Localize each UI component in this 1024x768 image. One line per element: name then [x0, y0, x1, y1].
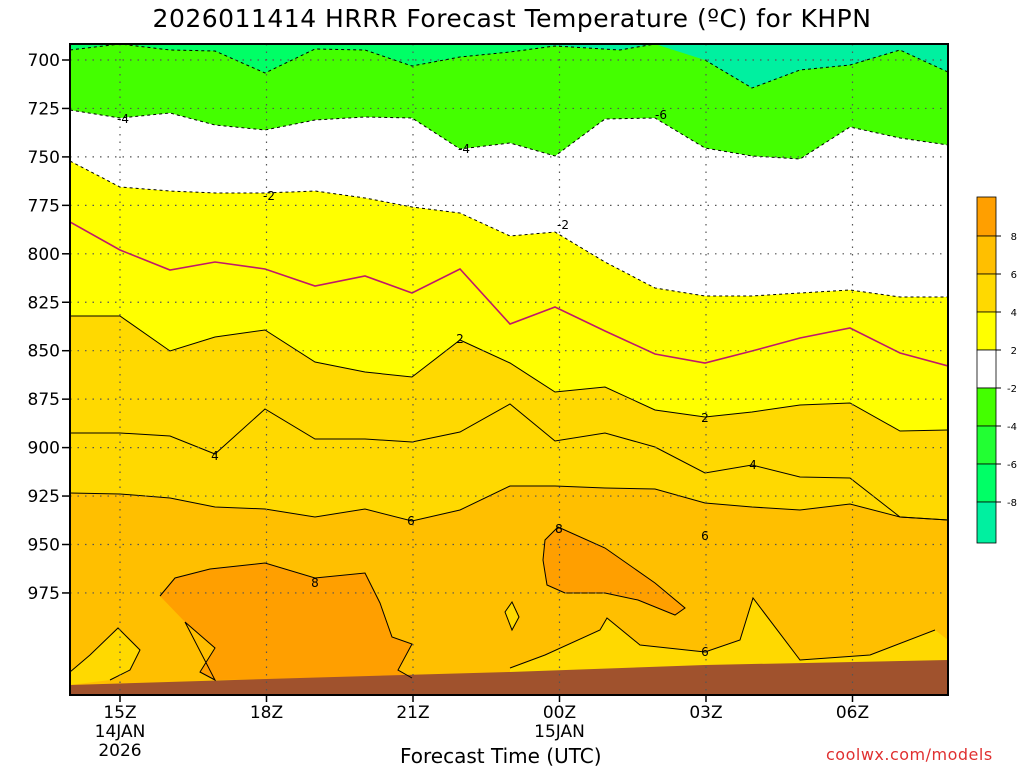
x-tick-sublabel: 2026 [98, 741, 141, 761]
band-4-to-6-pocket-a [70, 628, 140, 685]
y-tick-label: 725 [28, 99, 60, 119]
contour-6 [70, 485, 948, 522]
credit-link[interactable]: coolwx.com/models [826, 745, 993, 764]
colorbar-label: -4 [1007, 422, 1017, 433]
ground-surface [70, 660, 948, 695]
x-tick-label: 15Z [103, 703, 136, 723]
y-tick-label: 925 [28, 487, 60, 507]
contour-label: 4 [211, 449, 219, 463]
contour-labels: -6 -4 -4 -2 -2 2 2 4 4 6 6 6 8 8 [117, 108, 757, 659]
band-minus6-to-minus8 [510, 44, 948, 88]
contour-label: -4 [117, 112, 129, 126]
contour-label: -2 [263, 189, 275, 203]
contour-minus6 [70, 44, 948, 89]
colorbar-bin-4 [976, 311, 997, 351]
contour-label: 2 [456, 332, 464, 346]
colorbar-bin-10 [976, 196, 997, 237]
contour-8-right [542, 526, 686, 616]
contour-label: -2 [557, 218, 569, 232]
x-tick-label: 03Z [689, 703, 722, 723]
contour-8-left [159, 562, 413, 682]
contour-label: 6 [701, 645, 709, 659]
colorbar-label: 8 [1011, 232, 1017, 243]
x-tick-label: 00Z [543, 703, 576, 723]
colorbar-bin-minus6 [976, 463, 997, 503]
contour-label: 8 [555, 522, 563, 536]
y-tick-label: 775 [28, 196, 60, 216]
band-8-to-10-left [160, 563, 412, 680]
colorbar-label: 4 [1011, 308, 1017, 319]
contour-label: 8 [311, 576, 319, 590]
colorbar-label: -6 [1007, 460, 1017, 471]
contour-label: -6 [655, 108, 667, 122]
contour-label: 6 [407, 514, 415, 528]
y-tick-label: 900 [28, 439, 60, 459]
colorbar-labels: 8 6 4 2 -2 -4 -6 -8 [996, 232, 1017, 509]
colorbar-label: 6 [1011, 270, 1017, 281]
x-tick-sublabel: 15JAN [534, 722, 585, 742]
y-tick-label: 875 [28, 390, 60, 410]
chart-title: 2026011414 HRRR Forecast Temperature (ºC… [152, 4, 872, 33]
colorbar-label: 2 [1011, 346, 1017, 357]
temperature-bands [70, 44, 948, 695]
colorbar-bin-minus8 [976, 501, 997, 544]
contour-2 [70, 315, 948, 432]
y-axis: 700 725 750 775 800 825 850 875 900 925 950 975 [28, 51, 70, 604]
colorbar-bin-8 [976, 235, 997, 275]
y-tick-label: 950 [28, 536, 60, 556]
y-tick-label: 800 [28, 245, 60, 265]
contour-label: 2 [701, 411, 709, 425]
contour-minus2 [70, 160, 948, 298]
contour-6-pocket [70, 601, 520, 681]
colorbar-bin-0 [976, 349, 997, 389]
contour-lines [70, 44, 948, 682]
x-tick-sublabel: 14JAN [95, 722, 146, 742]
x-tick-label: 18Z [250, 703, 283, 723]
contour-label: 4 [749, 458, 757, 472]
colorbar-bin-6 [976, 273, 997, 313]
contour-freezing [70, 221, 948, 367]
contour-label: 6 [701, 529, 709, 543]
x-tick-label: 21Z [396, 703, 429, 723]
y-tick-label: 825 [28, 293, 60, 313]
colorbar-bin-minus2 [976, 387, 997, 427]
colorbar-label: -8 [1007, 498, 1017, 509]
x-tick-label: 06Z [836, 703, 869, 723]
contour-4 [70, 403, 948, 521]
colorbar-bin-minus4 [976, 425, 997, 465]
colorbar: 8 6 4 2 -2 -4 -6 -8 [976, 196, 1017, 544]
y-tick-label: 750 [28, 148, 60, 168]
contour-6-lower [509, 596, 936, 669]
colorbar-label: -2 [1007, 384, 1017, 395]
y-tick-label: 850 [28, 342, 60, 362]
y-tick-label: 700 [28, 51, 60, 71]
y-tick-label: 975 [28, 584, 60, 604]
plot-frame [69, 43, 949, 696]
contour-label: -4 [458, 142, 470, 156]
x-axis-title: Forecast Time (UTC) [400, 744, 602, 768]
